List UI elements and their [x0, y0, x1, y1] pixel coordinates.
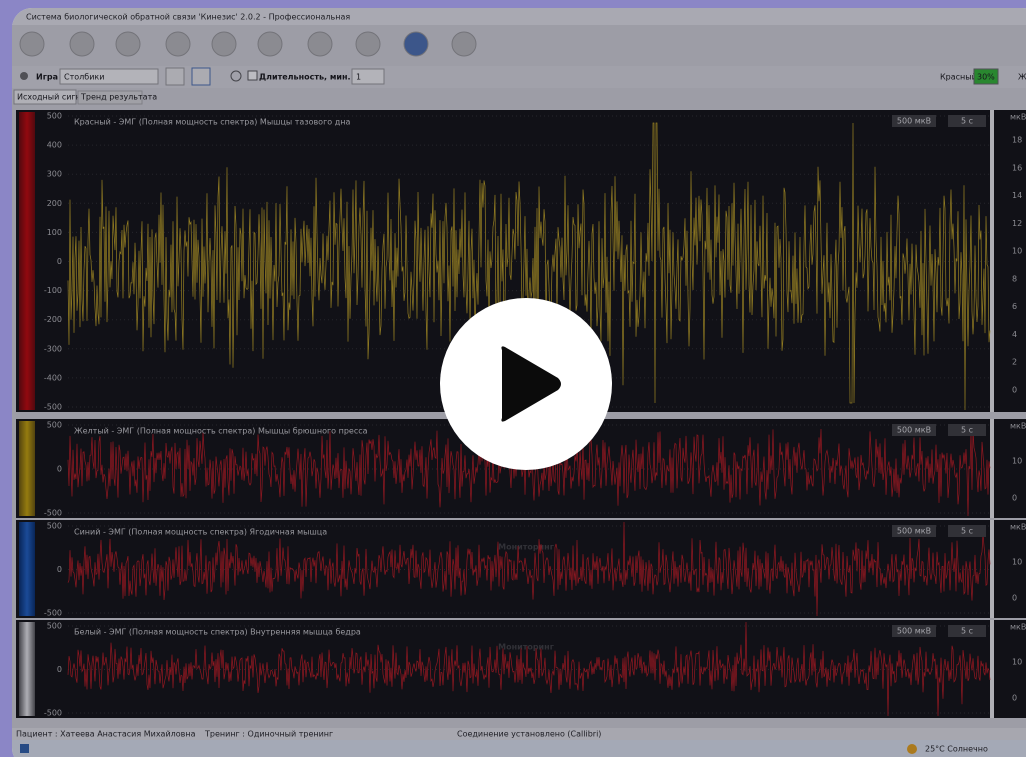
page: Система биологической обратной связи 'Ки…	[0, 0, 1026, 757]
screen: Система биологической обратной связи 'Ки…	[0, 0, 1026, 757]
play-button[interactable]	[440, 298, 612, 470]
